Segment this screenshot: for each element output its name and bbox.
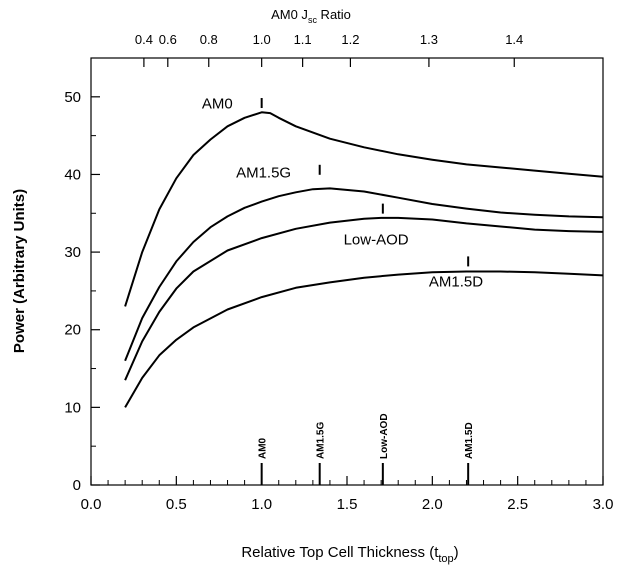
annotation-layer: AM0 AM1.5G Low-AOD AM1.5D AM0 AM1.5G Low-AOD AM… (202, 95, 483, 485)
top-tick-label: 0.8 (200, 32, 218, 47)
y-tick-label: 0 (73, 477, 81, 494)
y-tick-label: 30 (64, 244, 81, 261)
x-tick-label: 0.5 (166, 496, 187, 513)
series-line (124, 216, 604, 381)
x-tick-label: 1.5 (337, 496, 358, 513)
x-tick-label: 3.0 (593, 496, 614, 513)
series-label: AM1.5D (429, 273, 483, 290)
optimum-marker-label: Low-AOD (379, 413, 390, 459)
y-tick-label: 40 (64, 166, 81, 183)
x-tick-label: 0.0 (81, 496, 102, 513)
top-tick-label: 0.6 (159, 32, 177, 47)
y-tick-label: 10 (64, 399, 81, 416)
axes-layer: 0.0 0.5 1.0 1.5 2.0 2.5 3.0 0 10 20 30 40 50 0.4 0.6 0.… (64, 32, 613, 513)
top-tick-label: 1.1 (294, 32, 312, 47)
x-tick-label: 1.0 (251, 496, 272, 513)
series-label: AM0 (202, 95, 233, 112)
y-tick-label: 20 (64, 322, 81, 339)
optimum-marker-label: AM1.5G (316, 422, 327, 459)
top-tick-label: 0.4 (135, 32, 153, 47)
optimum-marker-label: AM0 (258, 437, 269, 459)
x-axis-title: Relative Top Cell Thickness (ttop) (241, 544, 458, 565)
x-tick-label: 2.0 (422, 496, 443, 513)
top-tick-label: 1.3 (420, 32, 438, 47)
top-tick-label: 1.4 (505, 32, 523, 47)
top-axis-title: AM0 Jsc Ratio (271, 7, 351, 25)
top-tick-label: 1.0 (253, 32, 271, 47)
series-label: AM1.5G (236, 165, 291, 182)
series-line (124, 187, 604, 362)
x-tick-label: 2.5 (507, 496, 528, 513)
y-axis-title: Power (Arbitrary Units) (11, 189, 28, 353)
series-line (124, 111, 604, 307)
series-line (124, 270, 604, 408)
optimum-marker-label: AM1.5D (464, 422, 475, 459)
series-layer (124, 111, 604, 408)
top-tick-label: 1.2 (341, 32, 359, 47)
y-tick-label: 50 (64, 89, 81, 106)
series-label: Low-AOD (344, 231, 409, 248)
